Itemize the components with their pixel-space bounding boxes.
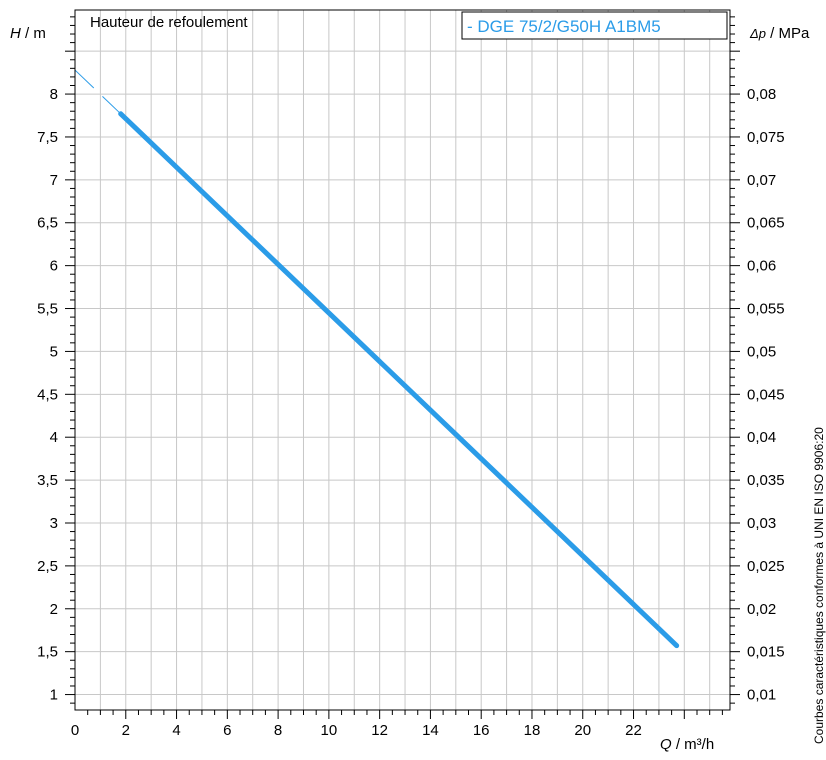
y-tick-label: 7 bbox=[50, 172, 58, 189]
y2-tick-label: 0,01 bbox=[747, 687, 776, 704]
y-axis-unit: / m bbox=[21, 25, 46, 42]
legend-box bbox=[461, 11, 728, 40]
plot-frame bbox=[74, 9, 731, 711]
y2-axis-var: Δp bbox=[749, 26, 766, 41]
y-axis-title: H / m bbox=[10, 25, 46, 42]
y-tick-label: 2 bbox=[50, 601, 58, 618]
y2-tick-label: 0,065 bbox=[747, 215, 785, 232]
y2-tick-label: 0,05 bbox=[747, 343, 776, 360]
x-tick-label: 4 bbox=[172, 722, 180, 739]
y2-tick-labels: 0,01 0,015 0,02 0,025 0,03 0,035 0,04 0,045 0,05… bbox=[747, 86, 785, 703]
standard-note: Courbes caractéristiques conformes à UNI… bbox=[812, 427, 826, 744]
y2-tick-label: 0,08 bbox=[747, 86, 776, 103]
y-tick-label: 6 bbox=[50, 258, 58, 275]
x-axis-title: Q / m³/h bbox=[660, 736, 714, 753]
y-tick-label: 2,5 bbox=[37, 558, 58, 575]
y2-tick-label: 0,015 bbox=[747, 644, 785, 661]
x-axis-unit: / m³/h bbox=[672, 736, 715, 753]
x-tick-label: 16 bbox=[473, 722, 490, 739]
x-tick-label: 10 bbox=[321, 722, 338, 739]
x-tick-label: 20 bbox=[574, 722, 591, 739]
y-tick-label: 5 bbox=[50, 343, 58, 360]
series-extrapolation-line bbox=[74, 69, 122, 115]
x-tick-label: 22 bbox=[625, 722, 642, 739]
y2-tick-label: 0,055 bbox=[747, 301, 785, 318]
grid-lines bbox=[75, 10, 730, 710]
y2-tick-label: 0,06 bbox=[747, 258, 776, 275]
x-tick-label: 14 bbox=[422, 722, 439, 739]
legend-entry-label: - DGE 75/2/G50H A1BM5 bbox=[467, 17, 661, 36]
x-tick-label: 6 bbox=[223, 722, 231, 739]
x-tick-label: 0 bbox=[71, 722, 79, 739]
x-tick-label: 8 bbox=[274, 722, 282, 739]
x-tick-label: 2 bbox=[122, 722, 130, 739]
y2-tick-label: 0,045 bbox=[747, 386, 785, 403]
series-lines bbox=[74, 69, 680, 649]
y-tick-label: 8 bbox=[50, 86, 58, 103]
x-axis-var: Q bbox=[660, 736, 672, 753]
y2-tick-label: 0,07 bbox=[747, 172, 776, 189]
y2-tick-label: 0,02 bbox=[747, 601, 776, 618]
y-tick-label: 4,5 bbox=[37, 386, 58, 403]
y-tick-label: 4 bbox=[50, 429, 58, 446]
series-line bbox=[118, 111, 680, 649]
y-tick-label: 3 bbox=[50, 515, 58, 532]
y2-tick-label: 0,075 bbox=[747, 129, 785, 146]
x-tick-label: 18 bbox=[524, 722, 541, 739]
chart-title: Hauteur de refoulement bbox=[90, 14, 248, 31]
axis-ticks bbox=[65, 16, 740, 719]
y-tick-label: 7,5 bbox=[37, 129, 58, 146]
y-tick-labels: 1 1,5 2 2,5 3 3,5 4 4,5 5 5,5 6 6,5 7 7,5 8 bbox=[37, 86, 58, 703]
y2-tick-label: 0,035 bbox=[747, 472, 785, 489]
y-axis-var: H bbox=[10, 25, 21, 42]
y2-axis-unit: / MPa bbox=[766, 25, 810, 42]
y-tick-label: 6,5 bbox=[37, 215, 58, 232]
y-tick-label: 5,5 bbox=[37, 301, 58, 318]
y2-tick-label: 0,03 bbox=[747, 515, 776, 532]
y-tick-label: 1 bbox=[50, 687, 58, 704]
y2-tick-label: 0,04 bbox=[747, 429, 776, 446]
y2-axis-title: Δp / MPa bbox=[749, 25, 810, 42]
y-tick-label: 1,5 bbox=[37, 644, 58, 661]
y-tick-label: 3,5 bbox=[37, 472, 58, 489]
x-tick-labels: 0 2 4 6 8 10 12 14 16 18 20 22 bbox=[71, 722, 642, 739]
y2-tick-label: 0,025 bbox=[747, 558, 785, 575]
legend: - DGE 75/2/G50H A1BM5 bbox=[461, 11, 728, 40]
x-tick-label: 12 bbox=[371, 722, 388, 739]
